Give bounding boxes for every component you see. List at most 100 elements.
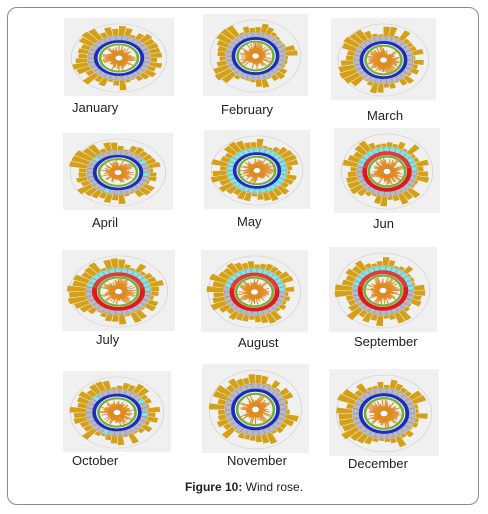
inner-spike: [249, 172, 257, 183]
inner-spike: [254, 294, 259, 305]
outer-sector-bar: [285, 56, 288, 61]
inner-spike: [240, 57, 253, 63]
outer-sector-bar: [371, 193, 377, 197]
green-band: [236, 40, 275, 72]
inner-spike: [239, 286, 252, 292]
inner-spike: [121, 285, 133, 291]
month-label: January: [72, 100, 119, 115]
inner-spike: [105, 166, 116, 172]
band-segment: [225, 56, 233, 62]
outer-sector-bar: [124, 313, 131, 317]
inner-spike: [388, 173, 397, 182]
outer-sector-bar: [226, 185, 238, 195]
outer-sector-bar: [217, 414, 227, 421]
inner-spike: [109, 162, 117, 171]
outer-sector-bar: [417, 166, 424, 172]
inner-spike: [114, 161, 118, 171]
outer-sector-bar: [362, 312, 373, 323]
outer-sector-bar: [119, 314, 127, 325]
navy-ring: [231, 37, 280, 75]
inner-spike: [119, 163, 126, 171]
outer-sector-bar: [98, 77, 109, 87]
outer-sector-bar: [404, 430, 415, 438]
inner-spike: [260, 170, 273, 174]
inner-spike: [101, 412, 114, 416]
outer-sector-bar: [213, 292, 225, 298]
inner-spike: [385, 61, 397, 70]
inner-spike: [388, 160, 399, 170]
outer-sector-bar: [134, 33, 145, 41]
inner-spike: [260, 165, 272, 170]
outer-sector-bar: [285, 50, 298, 56]
inner-spike: [373, 292, 382, 304]
outer-sector-bar: [127, 384, 136, 392]
inner-spike: [258, 54, 266, 57]
inner-spike: [258, 409, 270, 413]
wind-rose-plot: [331, 18, 436, 100]
inner-spike: [255, 41, 260, 54]
inner-spike: [254, 277, 259, 290]
inner-spike: [121, 173, 131, 177]
inner-spike: [373, 49, 382, 58]
inner-spike: [388, 173, 395, 183]
outer-sector-bar: [122, 382, 130, 391]
outer-sector-bar: [242, 26, 250, 34]
center-hub: [251, 406, 260, 413]
inner-spike: [387, 407, 401, 413]
outer-sector-bar: [413, 290, 426, 296]
outer-sector-bar: [279, 387, 290, 396]
green-band: [235, 392, 276, 427]
inner-spike: [385, 291, 396, 298]
outer-sector-bar: [371, 263, 378, 267]
inner-spike: [239, 293, 252, 300]
inner-spike: [120, 48, 130, 57]
outer-sector-bar: [283, 178, 294, 185]
inner-spike: [243, 282, 253, 291]
outer-sector-bar: [240, 77, 246, 80]
inner-spike: [385, 62, 395, 72]
outer-sector-bar: [408, 390, 423, 401]
inner-spike: [371, 415, 382, 425]
outer-sector-bar: [260, 375, 269, 385]
inner-spike: [370, 283, 381, 290]
inner-spike: [386, 290, 401, 296]
inner-spike: [116, 400, 120, 410]
outer-sector-bar: [213, 64, 230, 75]
inner-spike: [118, 414, 127, 423]
band-segment: [115, 35, 122, 41]
outer-sector-bar: [383, 315, 390, 319]
outer-sector-bar: [341, 279, 354, 287]
inner-spike: [120, 173, 130, 180]
outer-sector-bar: [80, 180, 91, 187]
inner-spike: [254, 173, 258, 183]
outer-sector-bar: [282, 392, 294, 401]
outer-sector-bar: [150, 286, 160, 292]
inner-spike: [118, 174, 122, 183]
inner-spike: [390, 165, 404, 171]
inner-spike: [110, 60, 119, 71]
outer-sector-bar: [274, 307, 281, 312]
inner-spike: [381, 398, 385, 411]
inner-spike: [376, 47, 383, 58]
outer-sector-bar: [275, 387, 281, 393]
outer-sector-bar: [94, 75, 104, 83]
outer-sector-bar: [221, 426, 236, 439]
inner-spike: [254, 281, 257, 290]
inner-spike: [99, 169, 115, 173]
outer-sector-bar: [285, 174, 297, 181]
outer-sector-bar: [226, 262, 239, 274]
band-segment: [143, 57, 151, 63]
outer-sector-bar: [412, 294, 422, 301]
inner-spike: [105, 173, 116, 180]
band-segment: [116, 75, 123, 81]
outer-sector-bar: [107, 79, 114, 83]
outer-sector-bar: [140, 306, 146, 311]
inner-spike: [239, 165, 254, 171]
outer-sector-bar: [354, 389, 364, 397]
outer-sector-bar: [357, 187, 368, 197]
outer-sector-bar: [411, 422, 419, 428]
inner-spike: [388, 162, 394, 170]
inner-spike: [386, 415, 396, 424]
outer-sector-bar: [413, 403, 419, 409]
outer-sector-bar: [125, 79, 131, 83]
